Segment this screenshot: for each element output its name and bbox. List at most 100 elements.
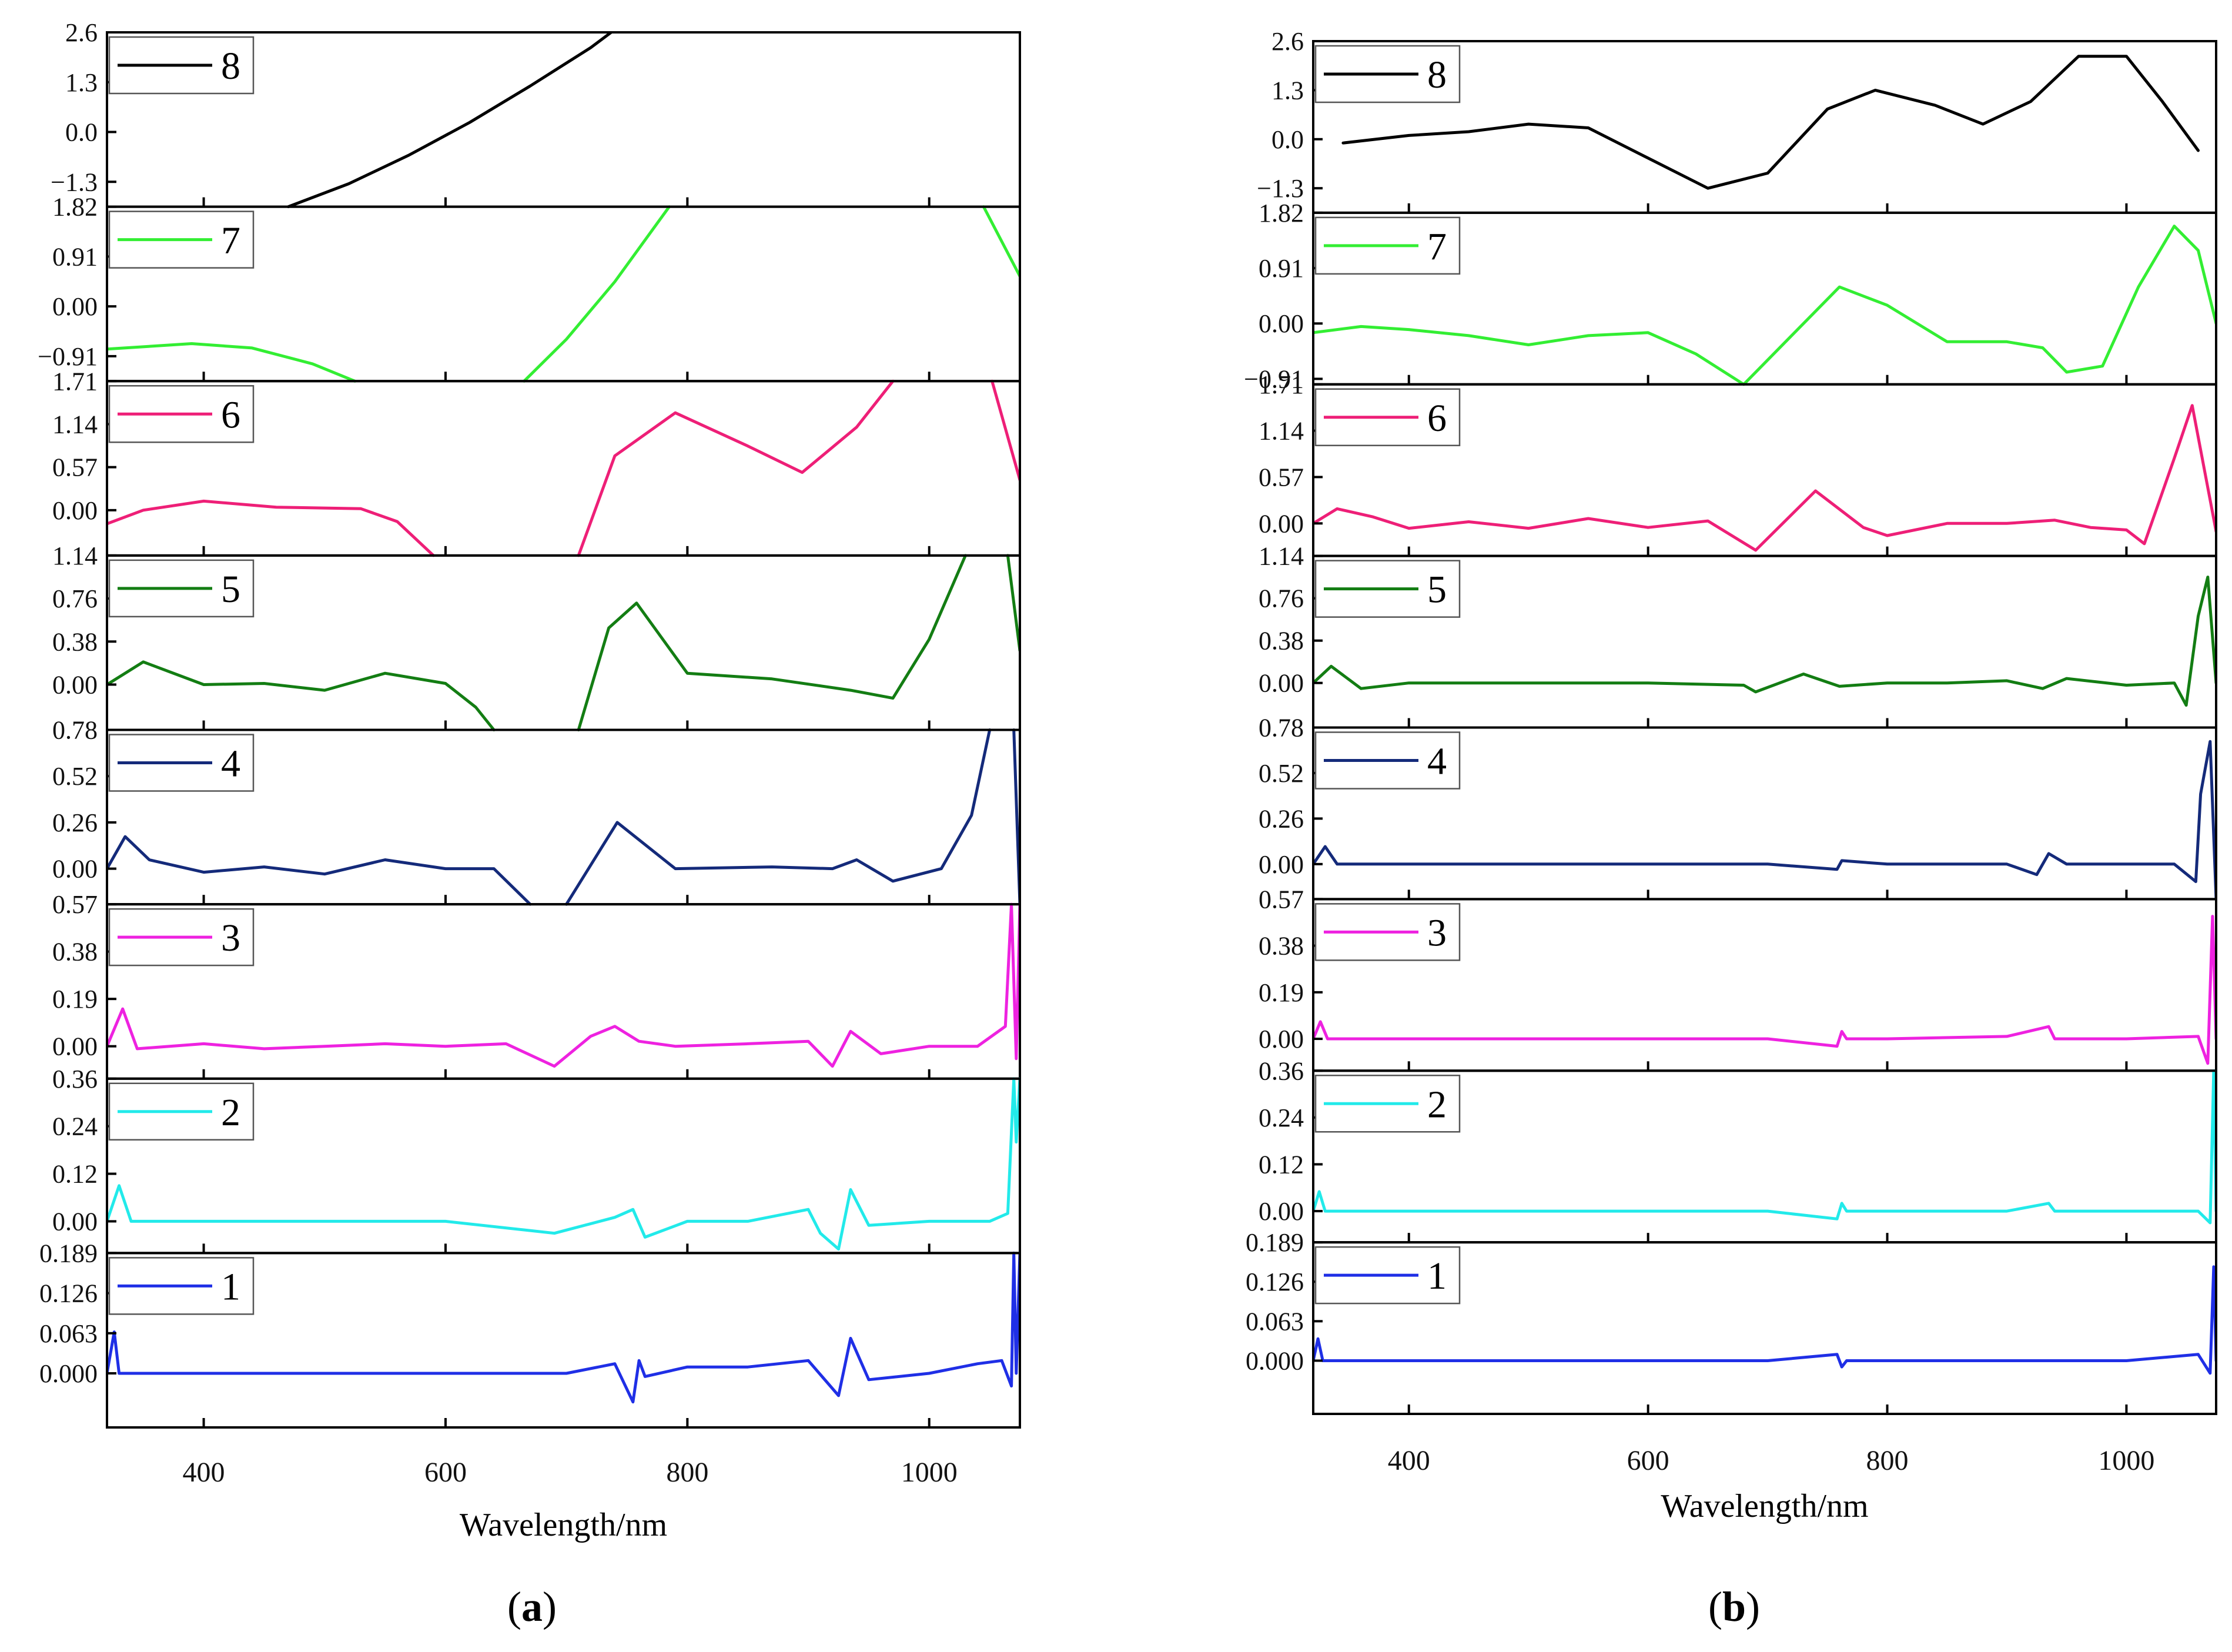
legend-2: 2 [108, 1082, 255, 1141]
series-line-7 [1313, 225, 2216, 386]
legend-label: 3 [1427, 911, 1447, 954]
legend-1: 1 [108, 1257, 255, 1315]
y-tick-label: 1.14 [1259, 542, 1304, 571]
series-line-5 [107, 554, 1020, 731]
panel-label: (b) [1708, 1583, 1760, 1630]
y-tick-label: 0.00 [52, 1032, 98, 1061]
y-tick-label: 0.126 [39, 1279, 98, 1308]
panel-label-close-paren: ) [1746, 1583, 1760, 1630]
y-tick-label: 0.26 [52, 808, 98, 837]
series-line-5 [1313, 576, 2216, 707]
y-tick-label: 1.71 [1259, 370, 1304, 399]
legend-label: 8 [1427, 53, 1447, 96]
panel-label-close-paren: ) [543, 1583, 557, 1630]
x-axis-title: Wavelength/nm [460, 1507, 667, 1543]
legend-label: 5 [1427, 568, 1447, 611]
y-tick-label: 0.78 [1259, 714, 1304, 743]
y-tick-label: 0.00 [1259, 1025, 1304, 1054]
y-tick-label: 2.6 [1271, 27, 1304, 56]
y-tick-label: 0.24 [52, 1112, 98, 1141]
y-tick-label: 0.0 [1271, 125, 1304, 154]
y-tick-label: 0.00 [52, 855, 98, 884]
subplot-5: 1.14 0.76 0.38 0.00 5 [1259, 542, 2217, 729]
y-tick-label: 1.71 [52, 367, 98, 396]
subplot-frame [106, 1252, 1021, 1429]
y-tick-label: 0.38 [52, 627, 98, 656]
legend-label: 1 [1427, 1255, 1447, 1297]
y-tick-label: −1.3 [1257, 174, 1304, 203]
series-line-4 [1313, 740, 2216, 901]
series-line-6 [107, 379, 1020, 557]
y-tick-label: 1.3 [1271, 76, 1304, 105]
y-tick-label: 0.24 [1259, 1103, 1304, 1132]
y-tick-label: 0.26 [1259, 804, 1304, 833]
subplot-4: 0.78 0.52 0.26 0.00 4 [1259, 714, 2217, 901]
y-tick-label: 2.6 [65, 18, 98, 47]
y-tick-label: 0.189 [39, 1239, 98, 1268]
x-tick-label: 400 [1388, 1445, 1430, 1476]
panel-a: 2.6 1.3 0.0 −1.3 8 1.82 0.91 0.00 −0.91 7 1.71 1.14… [38, 18, 1021, 1630]
panel-label: (a) [507, 1583, 557, 1630]
y-tick-label: 0.19 [52, 985, 98, 1014]
y-tick-label: 0.91 [52, 242, 98, 271]
y-tick-label: 1.14 [52, 410, 98, 439]
legend-label: 7 [221, 219, 240, 262]
series-line-3 [107, 902, 1020, 1068]
x-axis-title: Wavelength/nm [1661, 1488, 1868, 1524]
x-tick-label: 600 [424, 1457, 467, 1488]
subplot-2: 0.36 0.24 0.12 0.00 2 [52, 1065, 1021, 1255]
y-tick-label: 0.000 [39, 1359, 98, 1388]
subplot-4: 0.78 0.52 0.26 0.00 4 [52, 716, 1021, 906]
series-line-6 [1313, 404, 2216, 552]
y-tick-label: 0.78 [52, 716, 98, 745]
y-tick-label: 0.76 [52, 584, 98, 613]
y-tick-label: 0.38 [1259, 932, 1304, 961]
x-tick-label: 600 [1627, 1445, 1669, 1476]
x-tick-label: 800 [1866, 1445, 1909, 1476]
subplot-1: 0.189 0.126 0.063 0.000 1 [39, 1239, 1021, 1429]
y-tick-label: 0.0 [65, 118, 98, 147]
subplot-8: 2.6 1.3 0.0 −1.3 8 [51, 18, 1021, 209]
x-tick-label: 1000 [2098, 1445, 2154, 1476]
y-tick-label: −1.3 [51, 168, 98, 196]
legend-5: 5 [1314, 560, 1461, 618]
legend-8: 8 [1314, 45, 1461, 103]
legend-label: 5 [221, 568, 240, 611]
series-line-2 [1313, 1069, 2216, 1225]
y-tick-label: 0.00 [52, 670, 98, 699]
subplot-2: 0.36 0.24 0.12 0.00 2 [1259, 1056, 2217, 1244]
legend-3: 3 [1314, 903, 1461, 961]
y-tick-label: 0.57 [1259, 885, 1304, 914]
y-tick-label: 1.82 [1259, 199, 1304, 228]
y-tick-label: 0.126 [1246, 1268, 1304, 1296]
legend-4: 4 [108, 734, 255, 792]
subplot-7: 1.82 0.91 0.00 −0.91 7 [1244, 199, 2217, 393]
y-tick-label: 1.14 [1259, 417, 1304, 446]
legend-label: 6 [1427, 397, 1447, 440]
panel-label-letter: a [521, 1583, 543, 1630]
y-tick-label: 0.57 [52, 890, 98, 919]
legend-label: 4 [1427, 740, 1447, 783]
y-tick-label: 0.91 [1259, 254, 1304, 283]
legend-label: 1 [221, 1265, 240, 1308]
legend-label: 3 [221, 917, 240, 959]
y-tick-label: 0.000 [1246, 1346, 1304, 1375]
y-tick-label: 1.3 [65, 68, 98, 97]
legend-label: 8 [221, 45, 240, 88]
x-tick-label: 400 [183, 1457, 225, 1488]
legend-5: 5 [108, 559, 255, 618]
panel-b: 2.6 1.3 0.0 −1.3 8 1.82 0.91 0.00 −0.91 7 1.71 1.14… [1244, 27, 2217, 1630]
panel-label-open-paren: ( [1708, 1583, 1722, 1630]
x-tick-label: 1000 [901, 1457, 958, 1488]
legend-label: 2 [221, 1091, 240, 1134]
y-tick-label: 0.00 [52, 1207, 98, 1236]
legend-6: 6 [1314, 388, 1461, 446]
y-tick-label: 0.00 [1259, 850, 1304, 879]
legend-7: 7 [1314, 216, 1461, 275]
y-tick-label: 0.52 [52, 762, 98, 791]
legend-1: 1 [1314, 1246, 1461, 1305]
panel-label-letter: b [1722, 1583, 1746, 1630]
series-line-1 [107, 1251, 1020, 1404]
series-line-7 [107, 205, 1020, 383]
y-tick-label: 0.38 [1259, 627, 1304, 656]
